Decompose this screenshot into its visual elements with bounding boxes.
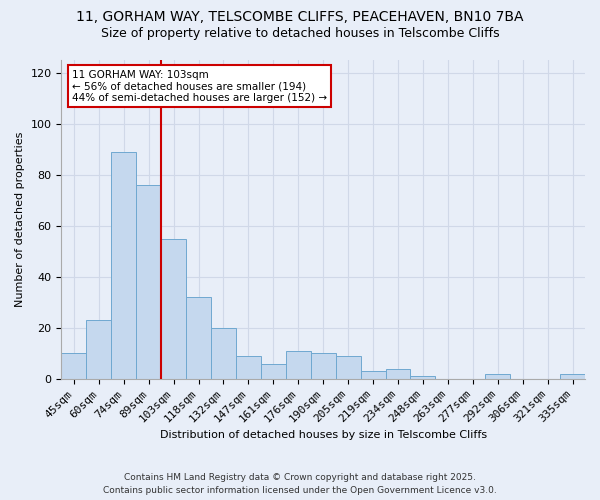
Text: 11, GORHAM WAY, TELSCOMBE CLIFFS, PEACEHAVEN, BN10 7BA: 11, GORHAM WAY, TELSCOMBE CLIFFS, PEACEH… [76, 10, 524, 24]
Bar [410, 376, 436, 379]
Y-axis label: Number of detached properties: Number of detached properties [15, 132, 25, 307]
Bar [236, 356, 261, 379]
Text: Size of property relative to detached houses in Telscombe Cliffs: Size of property relative to detached ho… [101, 28, 499, 40]
Bar [186, 298, 211, 379]
Bar [286, 351, 311, 379]
Bar [111, 152, 136, 379]
Text: 11 GORHAM WAY: 103sqm
← 56% of detached houses are smaller (194)
44% of semi-det: 11 GORHAM WAY: 103sqm ← 56% of detached … [72, 70, 327, 103]
Bar [335, 356, 361, 379]
Bar [86, 320, 111, 379]
Bar [161, 238, 186, 379]
Bar [61, 354, 86, 379]
Bar [386, 369, 410, 379]
Bar [560, 374, 585, 379]
Bar [211, 328, 236, 379]
Bar [485, 374, 510, 379]
Bar [136, 185, 161, 379]
X-axis label: Distribution of detached houses by size in Telscombe Cliffs: Distribution of detached houses by size … [160, 430, 487, 440]
Bar [361, 372, 386, 379]
Text: Contains HM Land Registry data © Crown copyright and database right 2025.
Contai: Contains HM Land Registry data © Crown c… [103, 474, 497, 495]
Bar [311, 354, 335, 379]
Bar [261, 364, 286, 379]
